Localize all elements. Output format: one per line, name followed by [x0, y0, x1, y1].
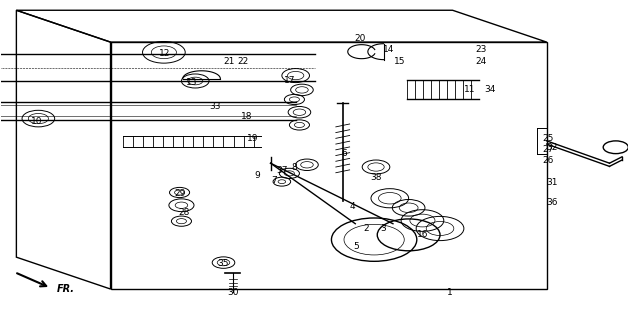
Text: 12: 12	[159, 49, 171, 58]
Text: 5: 5	[353, 242, 359, 251]
Text: 15: 15	[394, 57, 405, 66]
Text: 28: 28	[178, 208, 190, 217]
Text: 14: 14	[383, 44, 394, 54]
Text: 19: 19	[247, 134, 259, 143]
Text: 26: 26	[542, 156, 554, 164]
Text: 16: 16	[416, 230, 428, 239]
Text: 34: 34	[484, 85, 496, 94]
Text: 36: 36	[546, 197, 557, 206]
Text: 24: 24	[475, 57, 486, 66]
Text: 31: 31	[546, 179, 557, 188]
Text: 30: 30	[227, 288, 238, 297]
Text: 29: 29	[174, 189, 186, 198]
Text: 35: 35	[218, 259, 229, 268]
Text: 38: 38	[370, 173, 382, 182]
Text: 18: 18	[241, 113, 252, 122]
Text: 7: 7	[271, 176, 277, 185]
Text: 21: 21	[223, 57, 235, 66]
Text: 17: 17	[284, 76, 295, 85]
Text: 20: 20	[354, 35, 365, 44]
Text: 32: 32	[546, 143, 557, 152]
Text: FR.: FR.	[57, 284, 75, 294]
Text: 3: 3	[381, 224, 386, 233]
Text: 9: 9	[254, 172, 260, 180]
Text: 8: 8	[291, 163, 298, 172]
Text: 27: 27	[542, 145, 554, 154]
Text: 11: 11	[464, 85, 476, 94]
Text: 10: 10	[31, 117, 43, 126]
Text: 37: 37	[276, 166, 287, 175]
Text: 13: 13	[186, 78, 198, 87]
Text: 1: 1	[447, 288, 452, 297]
Text: 23: 23	[475, 44, 486, 54]
Text: 33: 33	[209, 102, 221, 111]
Text: 2: 2	[363, 224, 369, 233]
Text: 6: 6	[342, 149, 347, 158]
Text: 22: 22	[237, 57, 248, 66]
Text: 25: 25	[542, 134, 554, 143]
Text: 4: 4	[349, 202, 355, 211]
